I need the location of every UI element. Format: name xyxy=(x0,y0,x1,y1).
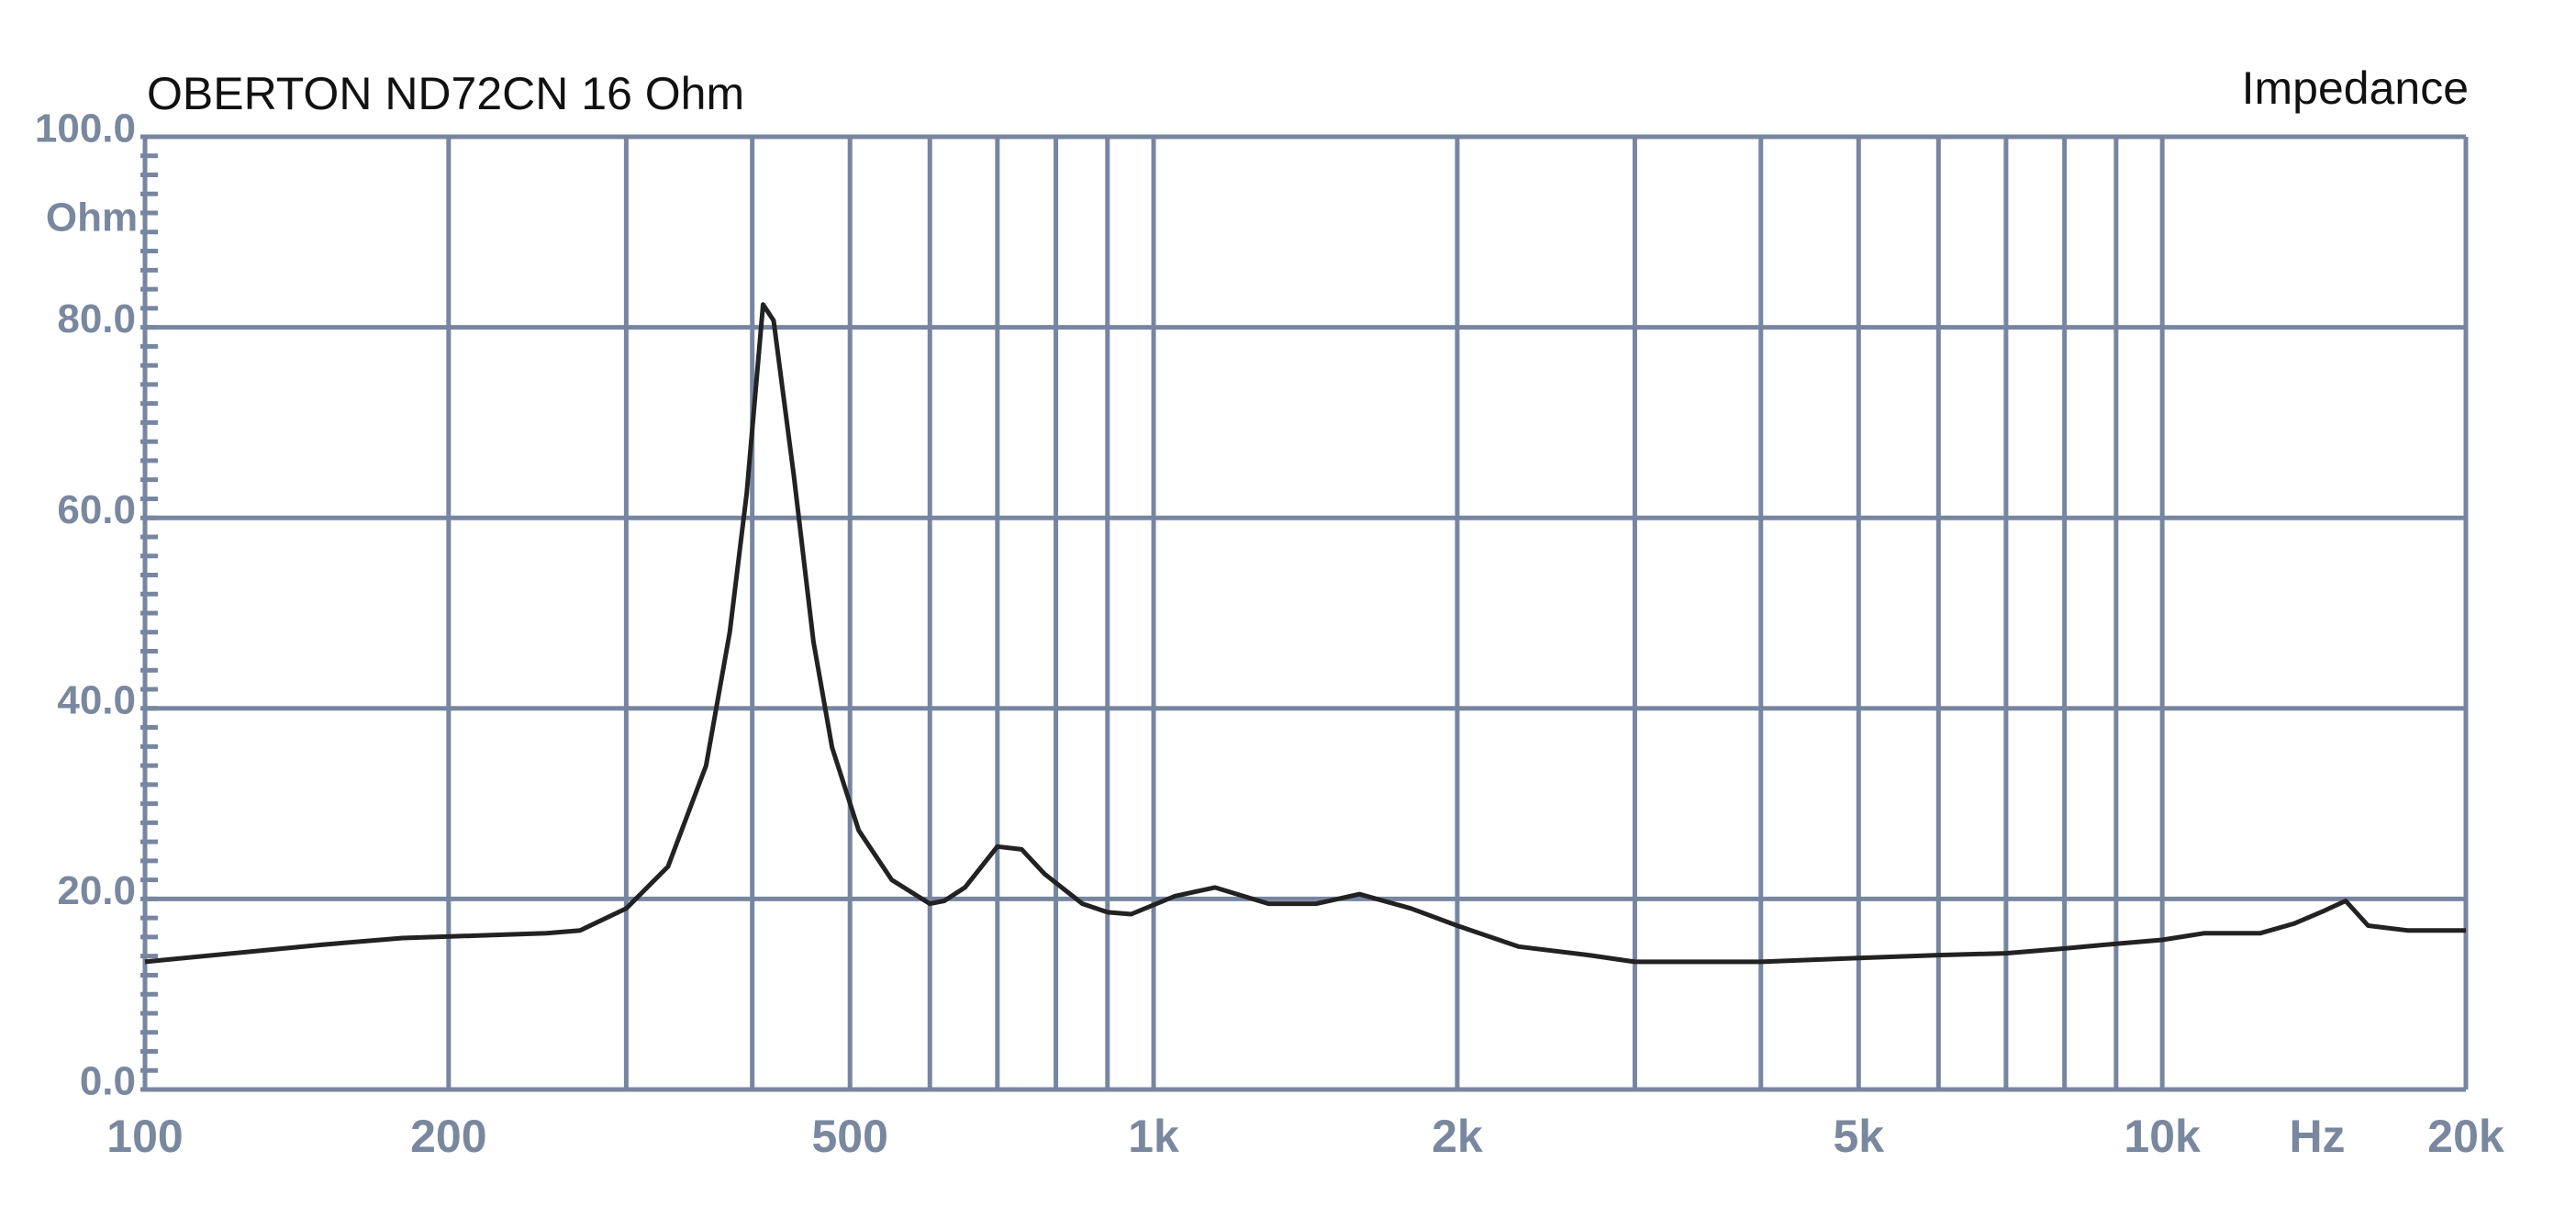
x-tick-label: 10k xyxy=(2124,1111,2201,1162)
y-tick-label: 20.0 xyxy=(57,868,136,913)
x-tick-label: 500 xyxy=(812,1111,888,1162)
chart-subtitle: Impedance xyxy=(2242,62,2469,114)
y-tick-label: 60.0 xyxy=(57,487,136,532)
x-tick-label: 20k xyxy=(2427,1111,2504,1162)
y-tick-label: 40.0 xyxy=(57,677,136,722)
x-tick-label: 2k xyxy=(1432,1111,1483,1162)
x-tick-label: 1k xyxy=(1128,1111,1179,1162)
y-tick-label: 0.0 xyxy=(80,1059,136,1104)
x-axis-label: Hz xyxy=(2289,1111,2345,1162)
chart-title: OBERTON ND72CN 16 Ohm xyxy=(147,68,744,119)
x-tick-label: 100 xyxy=(106,1111,183,1162)
y-axis-label: Ohm xyxy=(46,196,138,240)
y-tick-label: 100.0 xyxy=(35,106,136,151)
impedance-line xyxy=(144,302,2466,965)
x-tick-label: 200 xyxy=(410,1111,486,1162)
y-tick-label: 80.0 xyxy=(57,296,136,341)
x-tick-label: 5k xyxy=(1833,1111,1884,1162)
